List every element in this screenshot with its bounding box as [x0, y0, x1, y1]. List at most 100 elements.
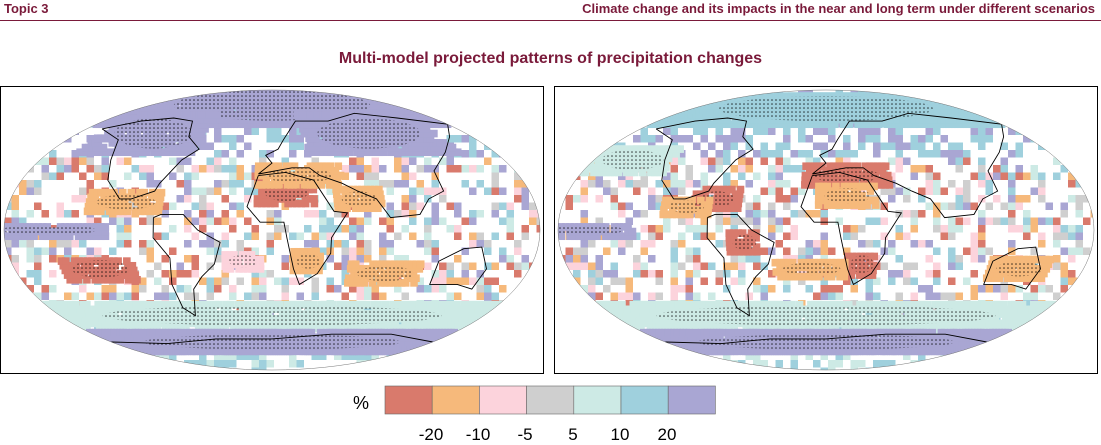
grid-cell — [64, 165, 72, 173]
grid-cell — [206, 187, 214, 195]
grid-cell — [588, 142, 596, 150]
grid-cell — [529, 120, 537, 128]
grid-cell — [970, 135, 978, 143]
grid-cell — [738, 127, 746, 135]
grid-cell — [565, 90, 573, 98]
grid-cell — [454, 352, 462, 360]
region-equatorial-pacific — [56, 232, 65, 241]
precipitation-map-right — [554, 86, 1098, 374]
grid-cell — [251, 187, 259, 195]
region-equatorial-pacific — [25, 232, 34, 241]
grid-cell — [169, 277, 177, 285]
region-mediterranean — [254, 167, 263, 175]
grid-cell — [161, 360, 169, 368]
grid-cell — [41, 247, 49, 255]
region-central-america — [149, 188, 157, 197]
grid-cell — [595, 112, 603, 120]
grid-cell — [506, 337, 514, 345]
grid-cell — [565, 172, 573, 180]
region-central-america — [132, 207, 141, 216]
region-atlantic-south — [226, 260, 234, 269]
grid-cell — [4, 367, 12, 370]
grid-cell — [206, 285, 214, 293]
grid-cell — [34, 300, 42, 308]
grid-cell — [700, 157, 708, 165]
region-southern-ocean — [453, 300, 461, 309]
region-middle-east — [374, 204, 382, 213]
region-middle-east — [332, 190, 341, 199]
grid-cell — [154, 180, 162, 188]
region-mediterranean — [326, 162, 335, 171]
region-mediterranean — [325, 176, 333, 185]
grid-cell — [469, 187, 477, 195]
grid-cell — [514, 322, 522, 330]
region-arctic — [147, 106, 156, 115]
region-atlantic-south — [243, 251, 251, 259]
grid-cell — [379, 255, 387, 263]
grid-cell — [176, 270, 184, 278]
grid-cell — [41, 157, 49, 165]
region-equatorial-pacific — [74, 232, 83, 241]
grid-cell — [858, 127, 866, 135]
grid-cell — [424, 247, 432, 255]
grid-cell — [229, 285, 237, 293]
grid-cell — [26, 180, 34, 188]
grid-cell — [745, 157, 753, 165]
grid-cell — [34, 127, 42, 135]
region-south-indian — [381, 279, 389, 287]
grid-cell — [79, 330, 87, 338]
grid-cell — [26, 270, 34, 278]
grid-cell — [371, 180, 379, 188]
grid-cell — [94, 247, 102, 255]
grid-cell — [1075, 172, 1083, 180]
grid-cell — [491, 367, 499, 370]
region-south-pacific — [63, 271, 72, 279]
grid-cell — [469, 210, 477, 218]
grid-cell — [251, 367, 259, 370]
region-antarctica — [312, 347, 321, 356]
region-south-indian — [407, 274, 416, 283]
grid-cell — [1068, 135, 1076, 143]
region-southern-ocean — [362, 300, 371, 309]
grid-cell — [326, 255, 334, 263]
grid-cell — [558, 142, 566, 150]
grid-cell — [431, 247, 439, 255]
grid-cell — [4, 345, 12, 353]
grid-cell — [401, 352, 409, 360]
grid-cell — [274, 135, 282, 143]
grid-cell — [484, 157, 492, 165]
grid-cell — [633, 180, 641, 188]
grid-cell — [401, 255, 409, 263]
grid-cell — [1030, 112, 1038, 120]
grid-cell — [4, 195, 12, 203]
grid-cell — [685, 135, 693, 143]
grid-cell — [206, 262, 214, 270]
grid-cell — [925, 172, 933, 180]
grid-cell — [918, 142, 926, 150]
grid-cell — [131, 90, 139, 98]
grid-cell — [820, 150, 828, 158]
region-antarctica — [437, 333, 446, 342]
grid-cell — [730, 127, 738, 135]
region-central-america — [146, 202, 154, 211]
grid-cell — [514, 262, 522, 270]
grid-cell — [94, 345, 102, 353]
grid-cell — [1023, 112, 1031, 120]
grid-cell — [281, 285, 289, 293]
region-south-pacific — [99, 275, 108, 284]
grid-cell — [416, 360, 424, 368]
grid-cell — [214, 240, 222, 248]
grid-cell — [461, 180, 469, 188]
grid-cell — [978, 135, 986, 143]
grid-cell — [131, 292, 139, 300]
grid-cell — [424, 195, 432, 203]
region-antarctica — [122, 328, 131, 337]
region-north-asia — [408, 120, 417, 129]
region-equatorial-pacific — [79, 232, 87, 241]
grid-cell — [933, 150, 941, 158]
grid-cell — [506, 90, 514, 98]
grid-cell — [424, 157, 432, 165]
figure-title: Multi-model projected patterns of precip… — [338, 50, 763, 67]
grid-cell — [431, 345, 439, 353]
grid-cell — [484, 277, 492, 285]
